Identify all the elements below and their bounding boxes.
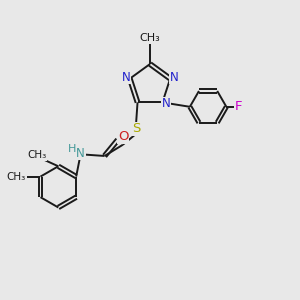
Text: CH₃: CH₃ bbox=[140, 33, 160, 43]
Text: N: N bbox=[76, 146, 85, 160]
Text: CH₃: CH₃ bbox=[7, 172, 26, 182]
Text: O: O bbox=[118, 130, 128, 143]
Text: CH₃: CH₃ bbox=[28, 150, 47, 160]
Text: F: F bbox=[235, 100, 242, 113]
Text: N: N bbox=[169, 71, 178, 84]
Text: S: S bbox=[132, 122, 140, 135]
Text: N: N bbox=[122, 71, 130, 84]
Text: N: N bbox=[162, 97, 171, 110]
Text: H: H bbox=[68, 144, 76, 154]
